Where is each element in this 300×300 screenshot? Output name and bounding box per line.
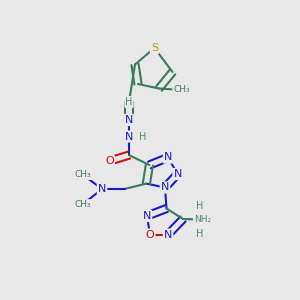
Text: CH₃: CH₃ [74, 200, 91, 209]
Text: N: N [173, 169, 182, 179]
Text: S: S [151, 43, 158, 53]
Text: N: N [125, 115, 133, 125]
Text: N: N [98, 184, 106, 194]
Text: O: O [105, 156, 114, 166]
Text: N: N [164, 152, 172, 163]
Text: H: H [125, 97, 133, 107]
Text: CH₃: CH₃ [74, 170, 91, 179]
Text: H: H [140, 131, 147, 142]
Text: N: N [143, 211, 151, 221]
Text: O: O [146, 230, 154, 240]
Text: CH₃: CH₃ [173, 85, 190, 94]
Text: H: H [196, 201, 203, 211]
Text: N: N [125, 131, 133, 142]
Text: H: H [196, 229, 203, 238]
Text: NH₂: NH₂ [194, 215, 211, 224]
Text: N: N [164, 230, 172, 240]
Text: N: N [161, 182, 169, 193]
